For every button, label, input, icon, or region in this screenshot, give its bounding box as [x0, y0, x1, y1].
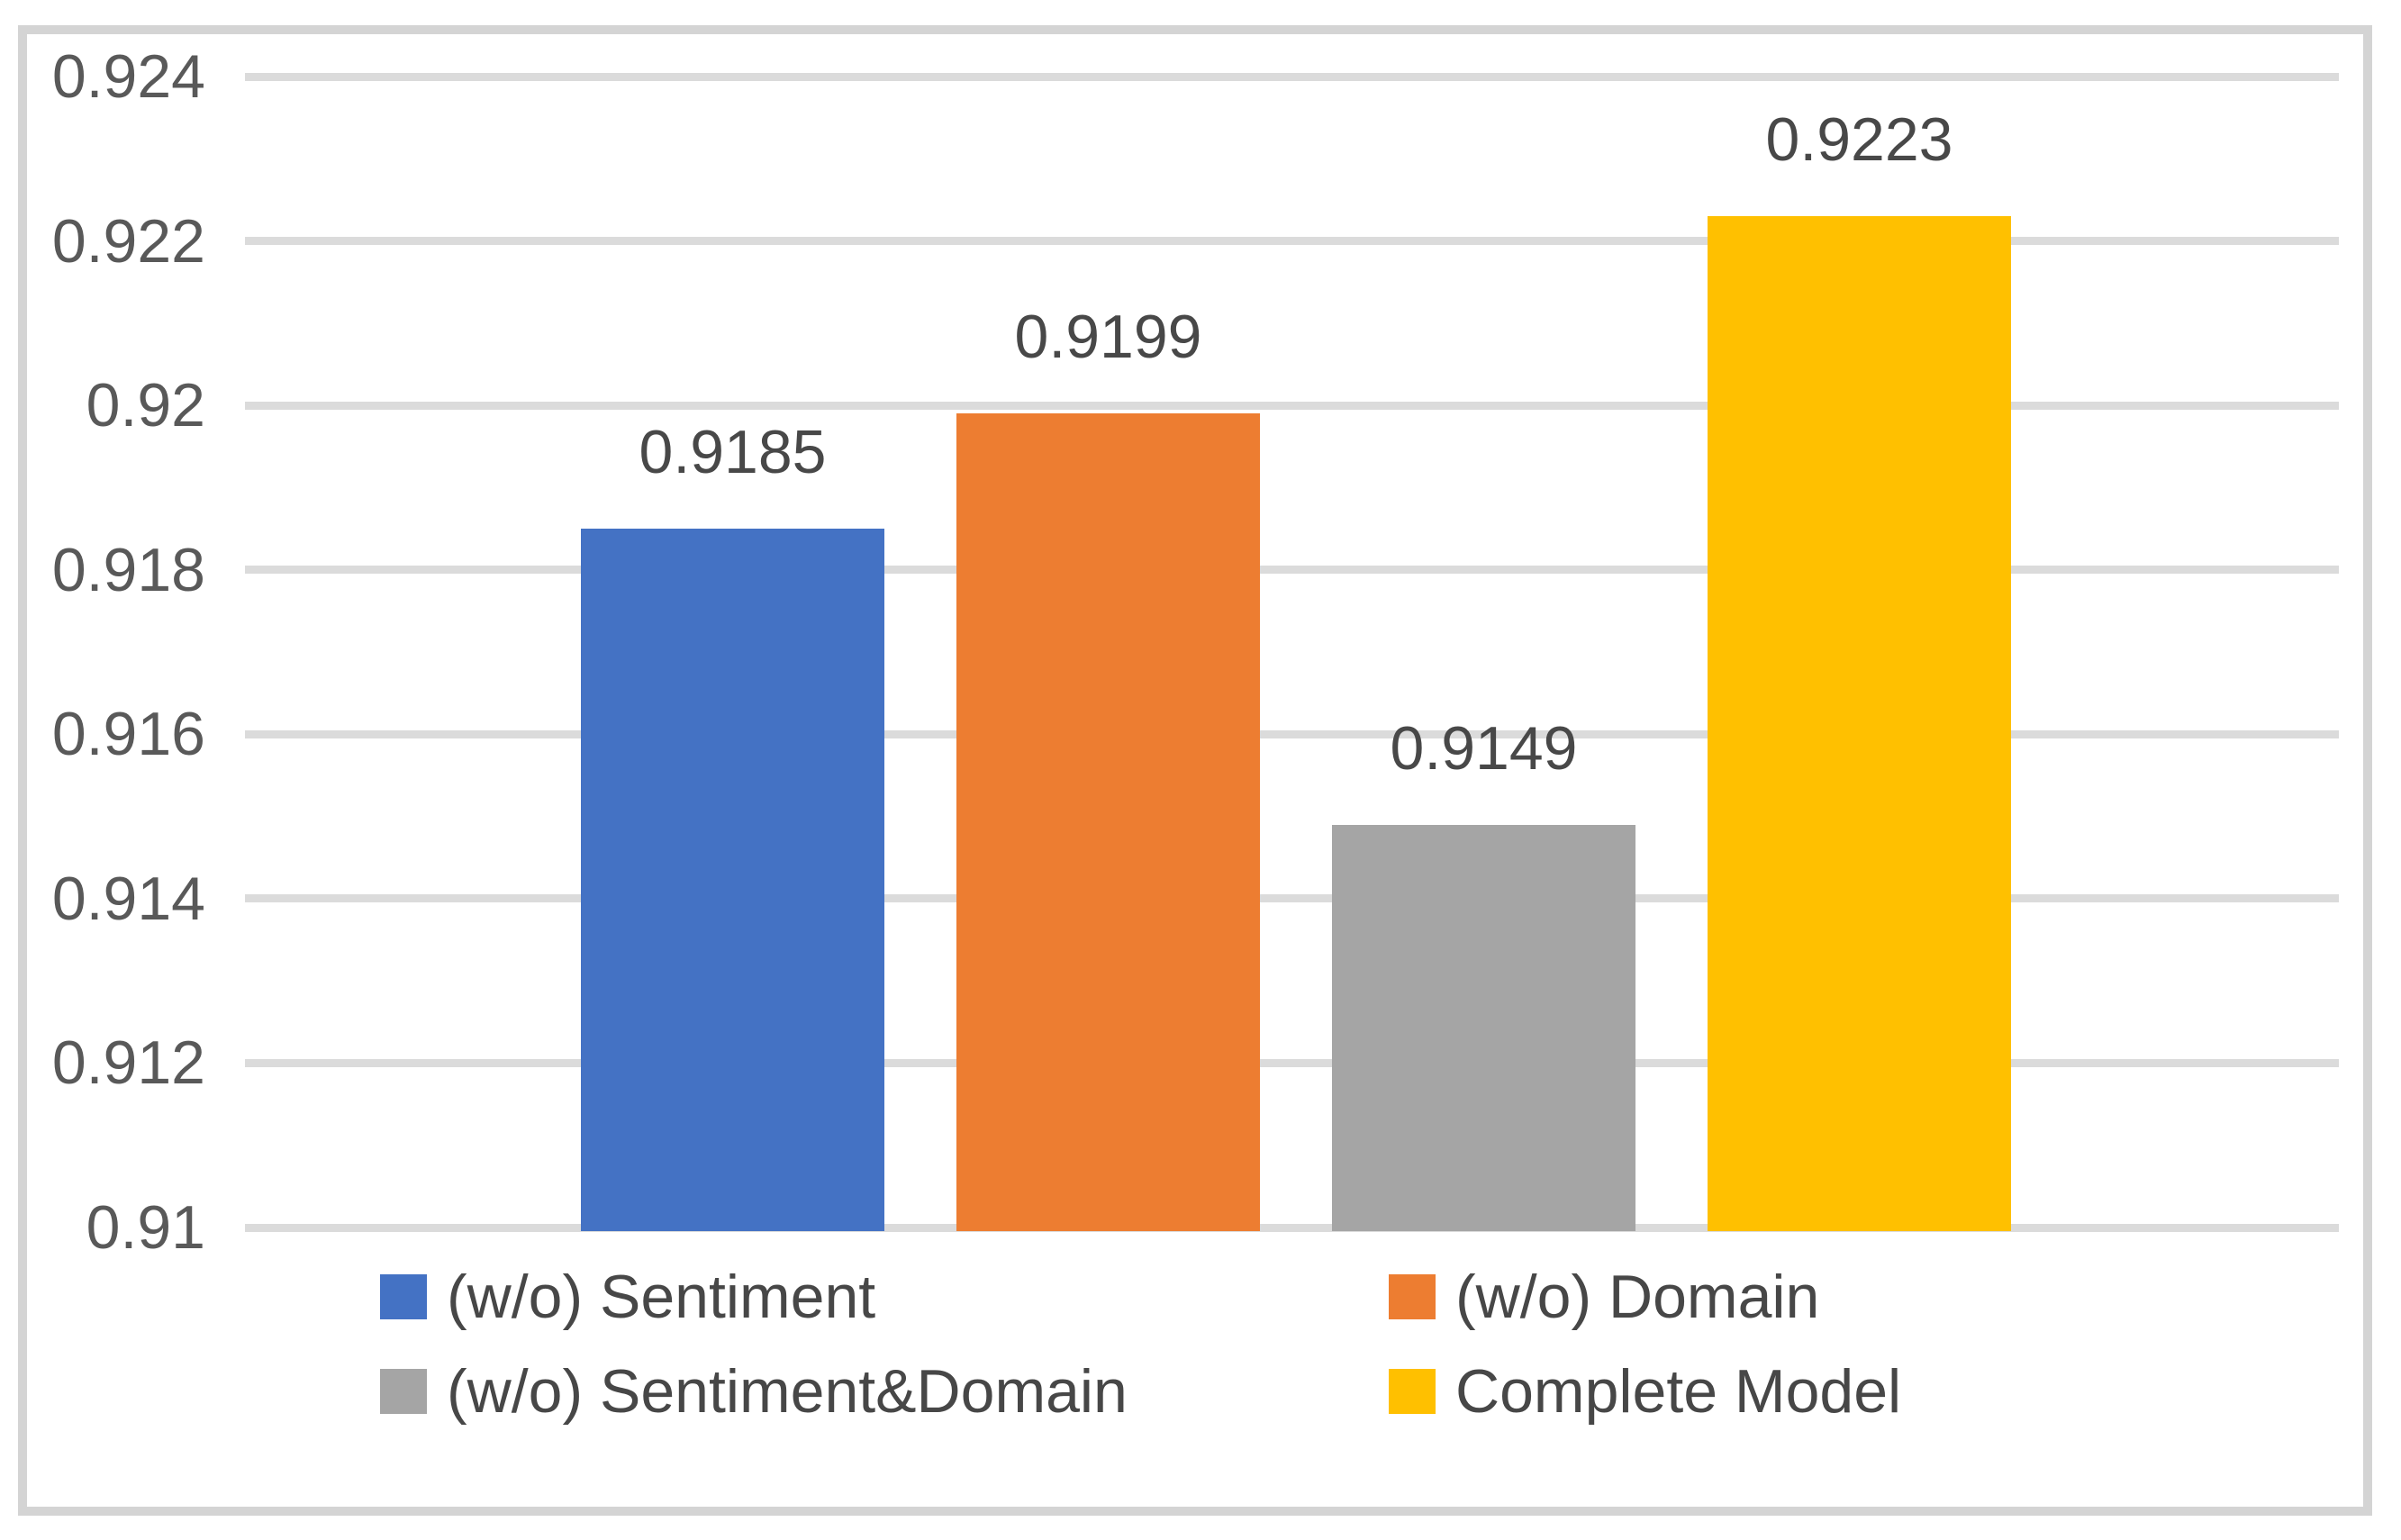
legend-label: (w/o) Domain [1455, 1263, 1820, 1331]
y-tick-label: 0.918 [51, 536, 205, 604]
legend-item: (w/o) Sentiment [380, 1263, 875, 1331]
bar-value-label: 0.9185 [639, 418, 827, 486]
legend-swatch-icon [380, 1369, 427, 1414]
bar-1 [581, 529, 884, 1231]
legend-item: Complete Model [1389, 1357, 1901, 1426]
bar-3 [1332, 825, 1635, 1231]
gridline [245, 73, 2339, 81]
legend-swatch-icon [1389, 1369, 1436, 1414]
y-tick-label: 0.91 [86, 1193, 205, 1262]
gridline [245, 1224, 2339, 1232]
gridline [245, 237, 2339, 245]
bar-value-label: 0.9149 [1390, 714, 1578, 783]
y-tick-label: 0.92 [86, 371, 205, 439]
y-tick-label: 0.924 [51, 42, 205, 111]
bar-2 [956, 413, 1260, 1231]
y-tick-label: 0.914 [51, 865, 205, 933]
bar-value-label: 0.9223 [1765, 105, 1953, 174]
gridline [245, 1059, 2339, 1067]
legend-swatch-icon [380, 1274, 427, 1319]
legend-item: (w/o) Sentiment&Domain [380, 1357, 1128, 1426]
gridline [245, 730, 2339, 738]
legend-label: Complete Model [1455, 1357, 1902, 1426]
y-tick-label: 0.912 [51, 1028, 205, 1097]
y-tick-label: 0.922 [51, 207, 205, 276]
bar-value-label: 0.9199 [1014, 303, 1202, 371]
legend-item: (w/o) Domain [1389, 1263, 1819, 1331]
gridline [245, 894, 2339, 902]
gridline [245, 566, 2339, 574]
legend-swatch-icon [1389, 1274, 1436, 1319]
y-tick-label: 0.916 [51, 700, 205, 768]
gridline [245, 402, 2339, 410]
legend-label: (w/o) Sentiment&Domain [447, 1357, 1128, 1426]
bar-4 [1708, 216, 2011, 1231]
legend-label: (w/o) Sentiment [447, 1263, 876, 1331]
